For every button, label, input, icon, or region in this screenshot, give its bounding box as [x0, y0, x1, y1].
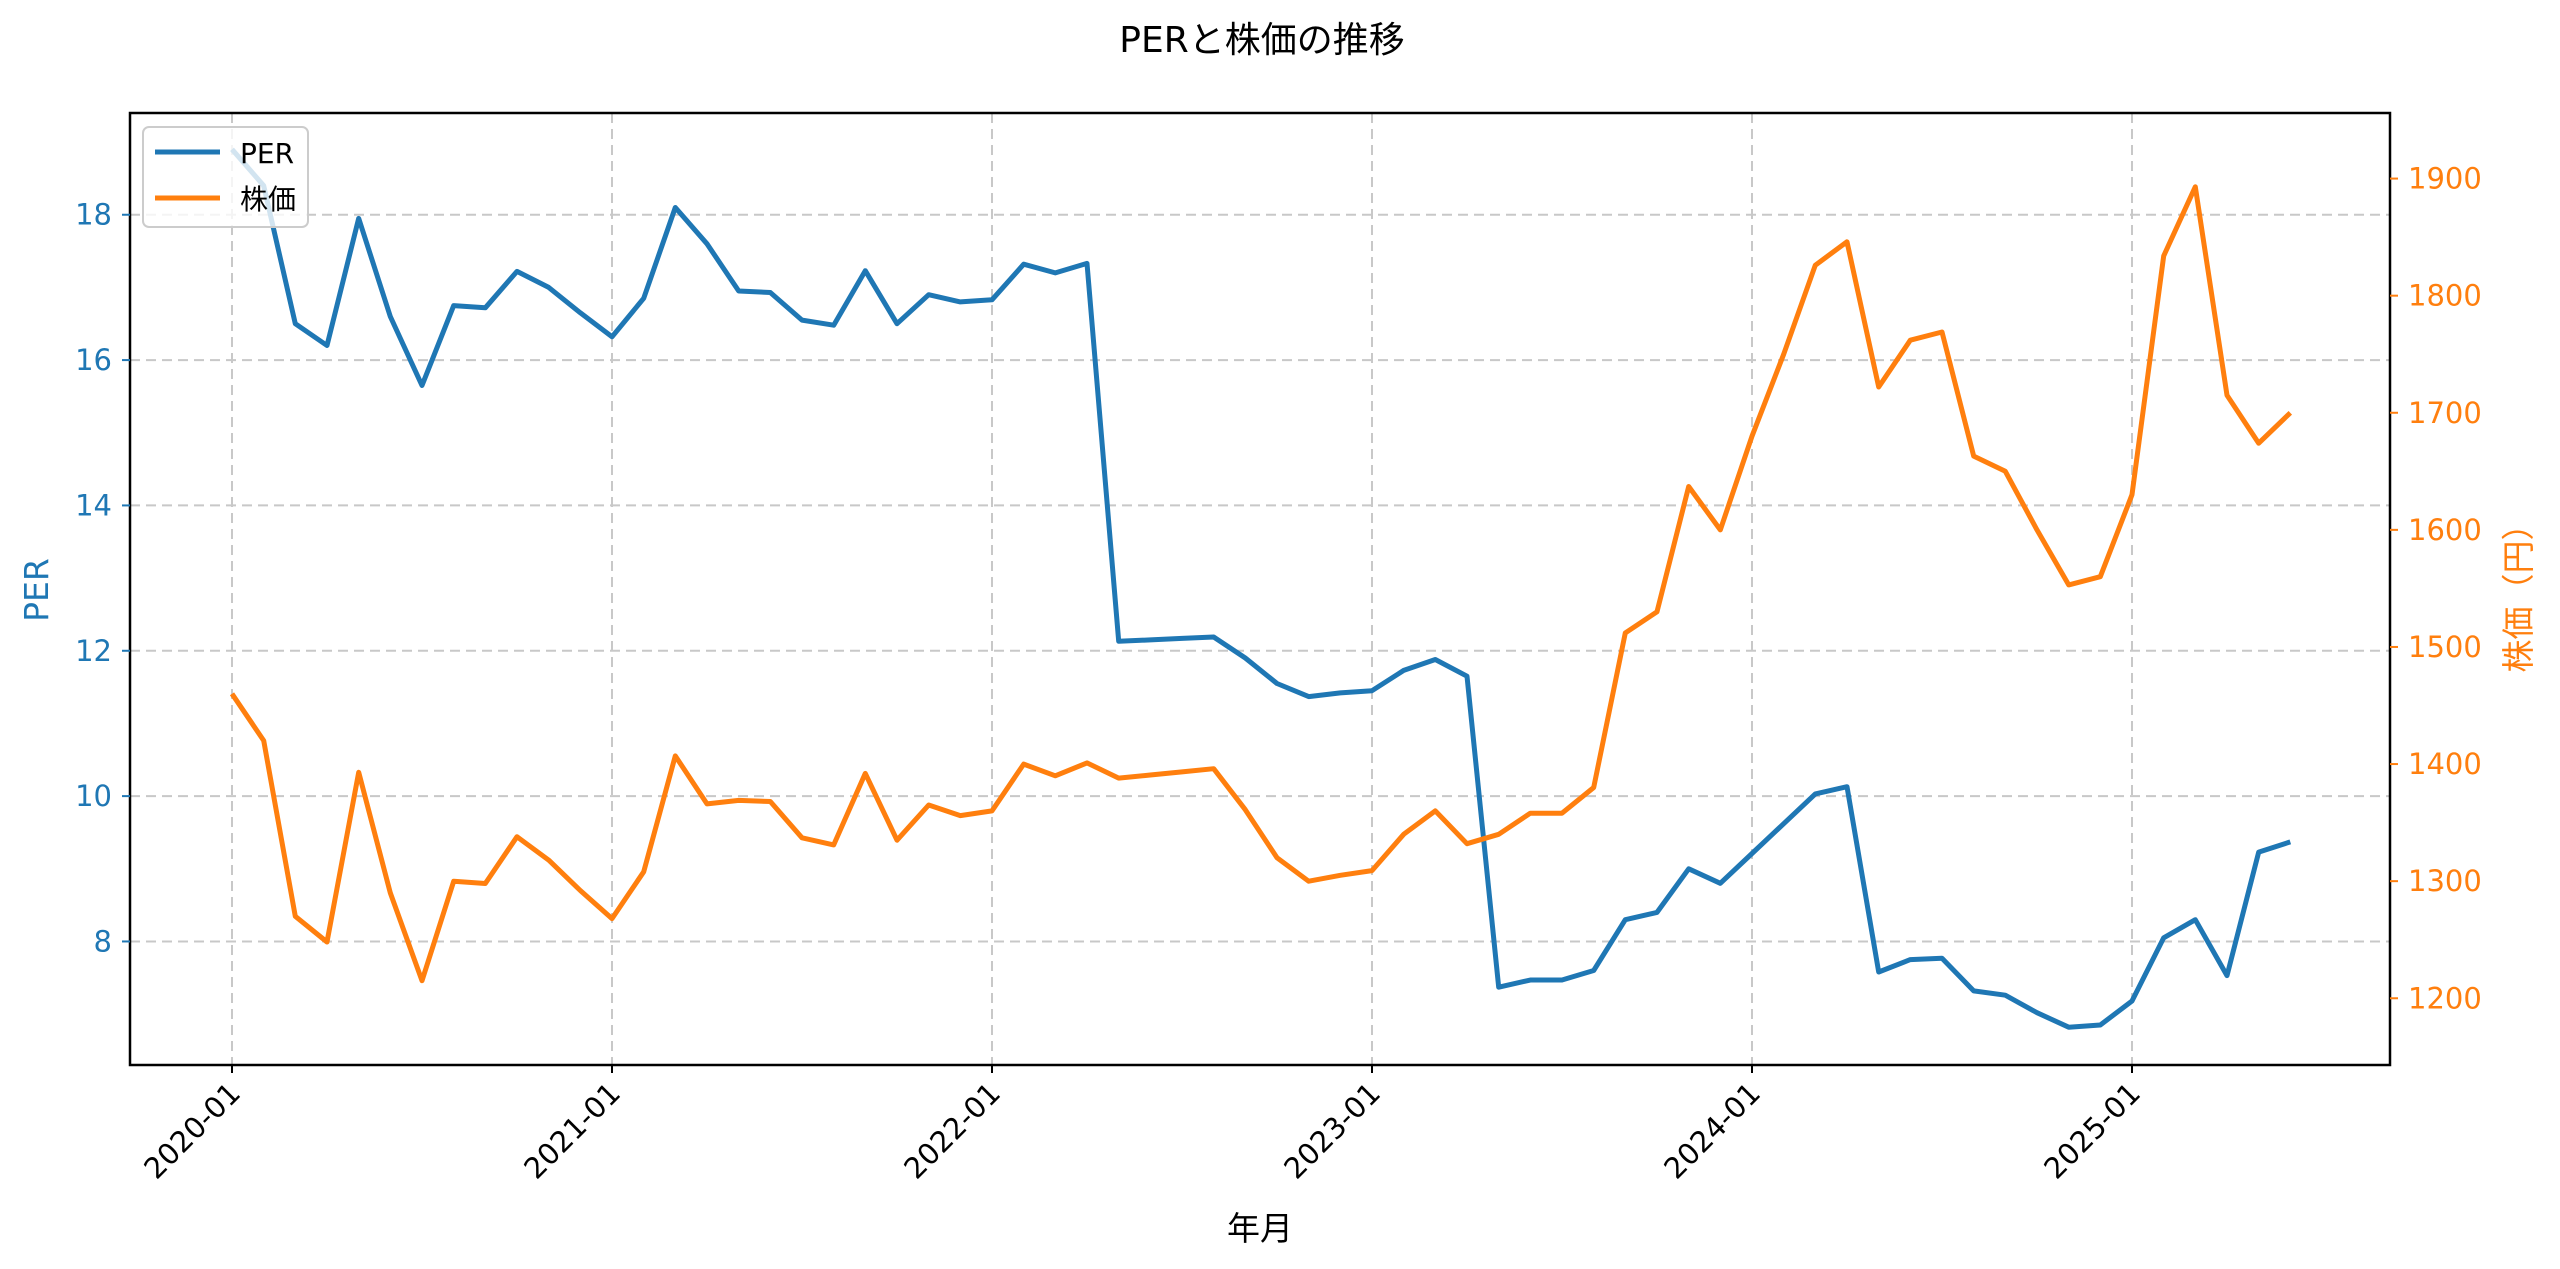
svg-text:16: 16: [75, 343, 112, 377]
svg-text:1500: 1500: [2408, 630, 2482, 664]
svg-text:1300: 1300: [2408, 864, 2482, 898]
svg-text:8: 8: [94, 924, 112, 958]
svg-text:14: 14: [75, 488, 112, 522]
svg-text:1400: 1400: [2408, 747, 2482, 781]
y-axis-right: 1200 1300 1400 1500 1600 1700 1800 1900: [2390, 162, 2482, 1015]
svg-text:2021-01: 2021-01: [517, 1076, 627, 1186]
svg-text:2020-01: 2020-01: [137, 1076, 247, 1186]
svg-text:2022-01: 2022-01: [897, 1076, 1007, 1186]
y-axis-left: 8 10 12 14 16 18: [75, 198, 130, 958]
svg-text:1900: 1900: [2408, 162, 2482, 196]
svg-text:2024-01: 2024-01: [1657, 1076, 1767, 1186]
legend: PER 株価: [142, 126, 309, 228]
svg-text:1700: 1700: [2408, 396, 2482, 430]
plot-lines: [229, 147, 2293, 1030]
y-axis-label-left: PER: [17, 558, 56, 622]
chart-title: PERと株価の推移: [1119, 20, 1404, 61]
per-line: [230, 147, 2292, 1030]
price-line: [229, 184, 2293, 984]
svg-text:18: 18: [75, 198, 112, 232]
svg-text:12: 12: [75, 634, 112, 668]
x-axis: 2020-01 2021-01 2022-01 2023-01 2024-01 2025-…: [137, 1065, 2147, 1186]
legend-item-price: 株価: [240, 183, 296, 216]
svg-text:2025-01: 2025-01: [2037, 1076, 2147, 1186]
plot-frame: [128, 111, 2392, 1067]
svg-text:1600: 1600: [2408, 513, 2482, 547]
x-axis-label: 年月: [1227, 1209, 1293, 1248]
y-axis-label-right: 株価（円）: [2499, 508, 2538, 673]
svg-text:10: 10: [75, 779, 112, 813]
svg-text:1200: 1200: [2408, 981, 2482, 1015]
grid: [130, 113, 2390, 1065]
svg-text:2023-01: 2023-01: [1277, 1076, 1387, 1186]
svg-text:1800: 1800: [2408, 279, 2482, 313]
legend-item-per: PER: [240, 137, 294, 170]
